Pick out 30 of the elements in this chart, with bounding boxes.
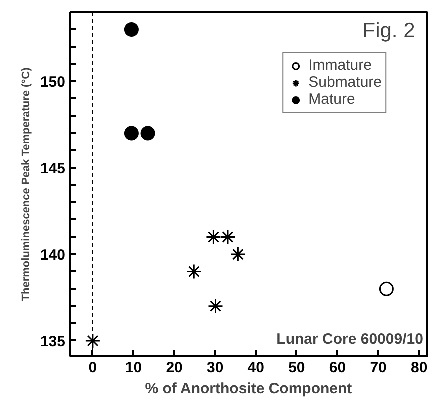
point bbox=[208, 298, 224, 314]
point bbox=[85, 333, 101, 349]
x-tick-label: 30 bbox=[207, 360, 224, 376]
legend-label: Mature bbox=[308, 91, 356, 108]
legend-label: Submature bbox=[308, 74, 382, 91]
point bbox=[124, 22, 139, 38]
point bbox=[220, 229, 236, 245]
y-tick-label: 135 bbox=[40, 333, 66, 350]
annotation: Fig. 2 bbox=[362, 19, 416, 42]
x-tick-label: 60 bbox=[329, 360, 346, 376]
x-tick-label: 10 bbox=[125, 360, 142, 376]
x-tick-label: 40 bbox=[248, 360, 264, 376]
x-axis-title: % of Anorthosite Component bbox=[145, 380, 352, 398]
point bbox=[379, 282, 394, 296]
point bbox=[206, 229, 222, 245]
y-axis-title: Thermoluminescence Peak Temperature (°C) bbox=[20, 67, 32, 302]
x-tick-label: 20 bbox=[166, 360, 183, 376]
y-tick-label: 150 bbox=[40, 74, 66, 92]
annotation: Lunar Core 60009/10 bbox=[276, 330, 424, 348]
point bbox=[124, 126, 139, 141]
x-tick-label: 70 bbox=[370, 360, 387, 376]
point bbox=[230, 246, 246, 262]
point bbox=[186, 264, 202, 280]
x-tick-label: 50 bbox=[288, 360, 306, 376]
point bbox=[140, 126, 156, 141]
x-tick-label: 0 bbox=[88, 360, 98, 376]
y-tick-label: 140 bbox=[40, 247, 66, 264]
x-tick-label: 80 bbox=[411, 360, 428, 376]
y-tick-label: 145 bbox=[40, 160, 66, 178]
legend-label: Immature bbox=[308, 57, 372, 74]
